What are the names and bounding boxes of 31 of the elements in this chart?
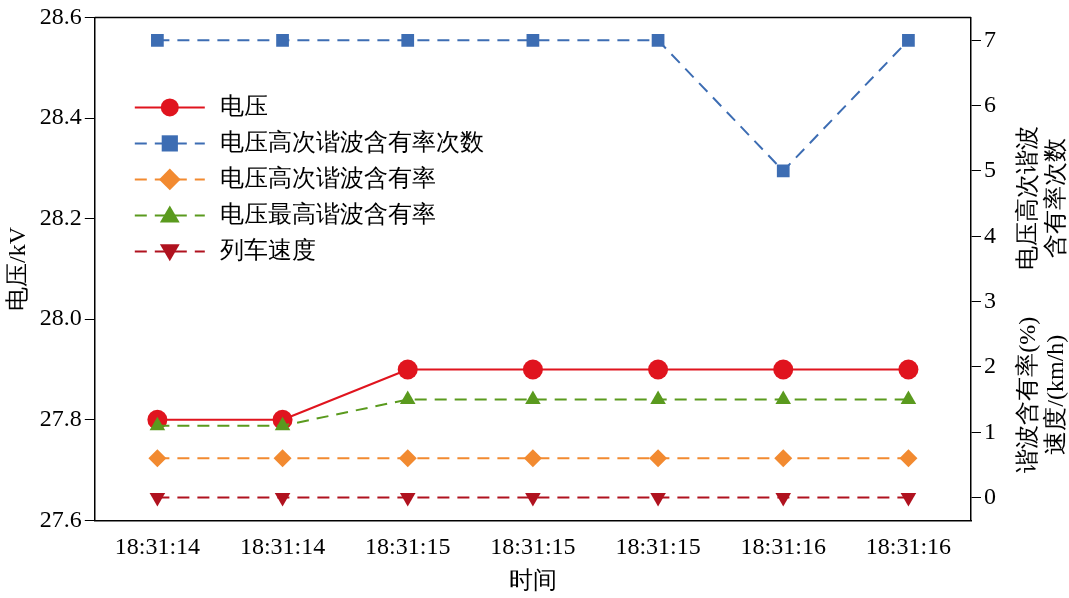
x-tick-label: 18:31:15 [365,533,451,560]
legend-label: 电压 [219,92,268,119]
x-tick-label: 18:31:16 [865,533,952,560]
y-tick-label: 28.6 [39,2,82,29]
y-tick-label: 28.2 [39,203,82,230]
legend-label: 电压高次谐波含有率 [219,164,436,191]
x-axis-title: 时间 [508,566,557,593]
legend-label: 电压最高谐波含有率 [219,200,436,227]
x-tick-label: 18:31:15 [615,533,701,560]
legend-label: 列车速度 [219,236,316,263]
y-tick-label: 27.8 [39,405,82,432]
y2-tick-label: 6 [984,90,996,117]
text: 速度/(km/h) [1042,334,1069,455]
y2-tick-label: 2 [984,352,996,379]
y2-tick-label: 3 [984,286,996,313]
y2-tick-label: 1 [984,417,996,444]
y2-tick-label: 4 [984,221,996,248]
y-tick-label: 27.6 [39,505,82,532]
x-tick-label: 18:31:14 [114,533,201,560]
x-tick-label: 18:31:16 [740,533,826,560]
y-tick-label: 28.4 [39,103,82,130]
legend-label: 电压高次谐波含有率次数 [219,128,484,155]
x-tick-label: 18:31:14 [239,533,326,560]
y2-axis-title: 电压高次谐波含有率次数 [1014,126,1069,271]
y2-tick-label: 7 [984,25,996,52]
x-tick-label: 18:31:15 [490,533,576,560]
y2-tick-label: 0 [984,482,996,509]
y-tick-label: 28.0 [39,304,82,331]
text: 谐波含有率(%) [1014,316,1041,473]
y2-tick-label: 5 [984,156,996,183]
y-axis-title: 电压/kV [3,226,30,311]
